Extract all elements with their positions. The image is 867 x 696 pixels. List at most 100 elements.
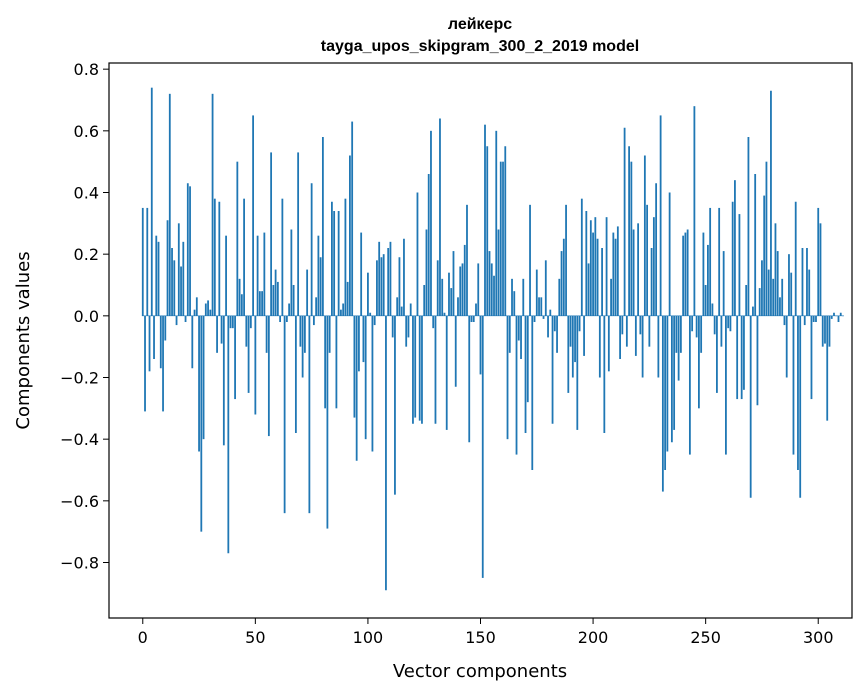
bar xyxy=(752,306,754,316)
bar xyxy=(236,161,239,316)
bar xyxy=(328,315,331,353)
y-axis: 0.8 0.6 0.4 0.2 0.0 −0.2 −0.4 −0.6 −0.8 xyxy=(60,60,109,573)
y-tick-label: 0.6 xyxy=(74,122,99,141)
y-tick-label: 0.0 xyxy=(74,307,99,326)
bar xyxy=(698,315,700,409)
bar xyxy=(601,248,603,316)
bar xyxy=(285,315,288,322)
bar xyxy=(781,278,784,316)
bar xyxy=(770,90,772,316)
bar xyxy=(625,315,628,347)
bar xyxy=(695,315,698,338)
bar xyxy=(191,315,194,369)
bar xyxy=(529,204,531,316)
bar xyxy=(830,315,833,319)
bar xyxy=(727,315,730,329)
y-tick-label: −0.2 xyxy=(60,369,99,388)
bar xyxy=(436,260,439,316)
bar xyxy=(488,251,491,316)
bar xyxy=(229,315,232,329)
bar xyxy=(252,115,254,316)
bar xyxy=(351,121,354,316)
bar xyxy=(821,315,824,347)
bar xyxy=(493,275,495,316)
bar xyxy=(558,278,561,316)
bar xyxy=(385,315,387,591)
bar xyxy=(826,315,829,421)
bar xyxy=(418,315,421,421)
bar xyxy=(173,260,176,316)
bar xyxy=(220,315,223,344)
y-tick-label: 0.8 xyxy=(74,60,99,79)
x-tick-label: 150 xyxy=(465,628,496,647)
bar xyxy=(571,315,574,378)
bar xyxy=(774,223,777,316)
bar xyxy=(265,315,268,353)
bar xyxy=(162,315,164,412)
bar xyxy=(326,315,329,529)
bar xyxy=(331,201,333,316)
bar xyxy=(738,214,741,316)
bar xyxy=(403,238,405,316)
bar xyxy=(763,195,766,316)
bar xyxy=(792,315,795,455)
bar xyxy=(461,263,464,316)
bar xyxy=(355,315,358,461)
bar xyxy=(398,257,401,316)
bar xyxy=(452,251,455,316)
bar xyxy=(648,315,651,347)
bar xyxy=(810,315,813,400)
bar xyxy=(596,238,599,316)
bar xyxy=(198,315,200,452)
bar xyxy=(272,285,275,316)
bars-group xyxy=(141,87,844,591)
bar xyxy=(434,315,437,424)
bar xyxy=(824,315,826,344)
bar xyxy=(745,285,748,316)
bar xyxy=(790,272,793,316)
bar xyxy=(240,294,243,316)
y-tick-label: −0.6 xyxy=(60,492,99,511)
y-axis-label: Components values xyxy=(13,251,34,429)
bar xyxy=(299,315,302,347)
bar xyxy=(515,315,518,455)
bar xyxy=(454,315,457,387)
bar xyxy=(321,137,324,316)
bar xyxy=(148,315,151,372)
bar xyxy=(661,315,664,492)
bar xyxy=(337,211,340,316)
bar xyxy=(542,315,545,319)
bar xyxy=(186,183,189,316)
bar xyxy=(704,285,707,316)
bar xyxy=(718,207,721,316)
bar xyxy=(562,238,565,316)
bar xyxy=(144,315,146,412)
bar xyxy=(405,315,408,347)
bar xyxy=(486,146,489,316)
bar xyxy=(310,183,313,316)
bar xyxy=(475,303,477,316)
x-axis-label: Vector components xyxy=(393,661,567,682)
bar xyxy=(360,232,363,316)
bar xyxy=(209,309,212,316)
bar xyxy=(472,315,475,322)
bar xyxy=(799,315,802,498)
bar xyxy=(594,217,597,316)
bar xyxy=(576,315,579,430)
bar xyxy=(261,291,263,316)
bar xyxy=(463,244,466,316)
bar xyxy=(315,297,318,316)
bar xyxy=(373,315,376,326)
bar xyxy=(668,192,671,316)
bar xyxy=(346,281,349,316)
bar xyxy=(439,118,441,316)
bar xyxy=(504,146,507,316)
bar xyxy=(274,269,277,316)
bar xyxy=(761,260,763,316)
bar xyxy=(540,297,543,316)
bar xyxy=(535,269,538,316)
x-axis: 0 50 100 150 200 250 300 xyxy=(138,618,834,647)
bar xyxy=(490,263,493,316)
bar xyxy=(389,241,392,316)
bar xyxy=(364,315,367,440)
